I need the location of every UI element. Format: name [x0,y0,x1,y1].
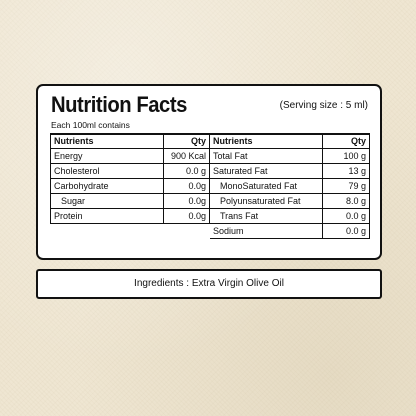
table-row: Trans Fat 0.0 g [210,209,370,224]
ingredients-box: Ingredients : Extra Virgin Olive Oil [36,269,382,299]
column-divider [322,179,323,193]
column-divider [322,149,323,163]
column-divider [322,164,323,178]
table-row: Carbohydrate 0.0g [50,179,210,194]
nutrient-qty: 0.0 g [345,211,366,221]
column-divider [163,134,164,148]
right-header-nutrients: Nutrients [213,136,253,146]
table-row: Sugar 0.0g [50,194,210,209]
nutrient-name: Protein [54,211,83,221]
ingredients-text: Ingredients : Extra Virgin Olive Oil [134,278,284,289]
right-header-qty: Qty [350,136,366,146]
column-divider [163,149,164,163]
column-divider [322,209,323,223]
nutrient-qty: 0.0g [188,196,206,206]
nutrient-name: Trans Fat [220,211,259,221]
table-row: Polyunsaturated Fat 8.0 g [210,194,370,209]
column-divider [322,224,323,238]
nutrient-qty: 13 g [348,166,366,176]
nutrient-qty: 0.0g [188,181,206,191]
table-top-rule [50,133,370,135]
nutrient-qty: 8.0 g [345,196,366,206]
column-divider [163,179,164,193]
nutrition-facts-title: Nutrition Facts [51,92,187,117]
nutrient-qty: 900 Kcal [170,151,206,161]
nutrient-name: Carbohydrate [54,181,109,191]
table-row: MonoSaturated Fat 79 g [210,179,370,194]
table-row: Total Fat 100 g [210,149,370,164]
nutrient-qty: 0.0g [188,211,206,221]
left-nutrient-column: Nutrients Qty Energy 900 Kcal Cholestero… [50,134,210,224]
nutrient-name: Cholesterol [54,166,100,176]
nutrient-name: Total Fat [213,151,248,161]
column-divider [163,164,164,178]
nutrient-qty: 79 g [348,181,366,191]
right-nutrient-column: Nutrients Qty Total Fat 100 g Saturated … [210,134,370,239]
nutrient-name: Polyunsaturated Fat [220,196,301,206]
nutrient-name: Sugar [61,196,86,206]
column-divider [163,194,164,208]
left-header-qty: Qty [190,136,206,146]
column-divider [322,134,323,148]
table-row: Sodium 0.0 g [210,224,370,239]
nutrient-name: Sodium [213,226,244,236]
nutrient-qty: 0.0 g [185,166,206,176]
table-row: Saturated Fat 13 g [210,164,370,179]
serving-size: (Serving size : 5 ml) [279,100,368,111]
table-row: Energy 900 Kcal [50,149,210,164]
left-header-nutrients: Nutrients [54,136,94,146]
nutrition-facts-panel: Nutrition Facts (Serving size : 5 ml) Ea… [36,84,382,260]
nutrient-name: MonoSaturated Fat [220,181,298,191]
column-divider [322,194,323,208]
column-divider [163,209,164,223]
nutrient-name: Energy [54,151,83,161]
nutrient-name: Saturated Fat [213,166,268,176]
per-100ml-note: Each 100ml contains [51,120,130,130]
left-header-row: Nutrients Qty [50,134,210,149]
table-row: Protein 0.0g [50,209,210,224]
nutrient-qty: 0.0 g [345,226,366,236]
right-header-row: Nutrients Qty [210,134,370,149]
nutrient-qty: 100 g [343,151,366,161]
table-row: Cholesterol 0.0 g [50,164,210,179]
